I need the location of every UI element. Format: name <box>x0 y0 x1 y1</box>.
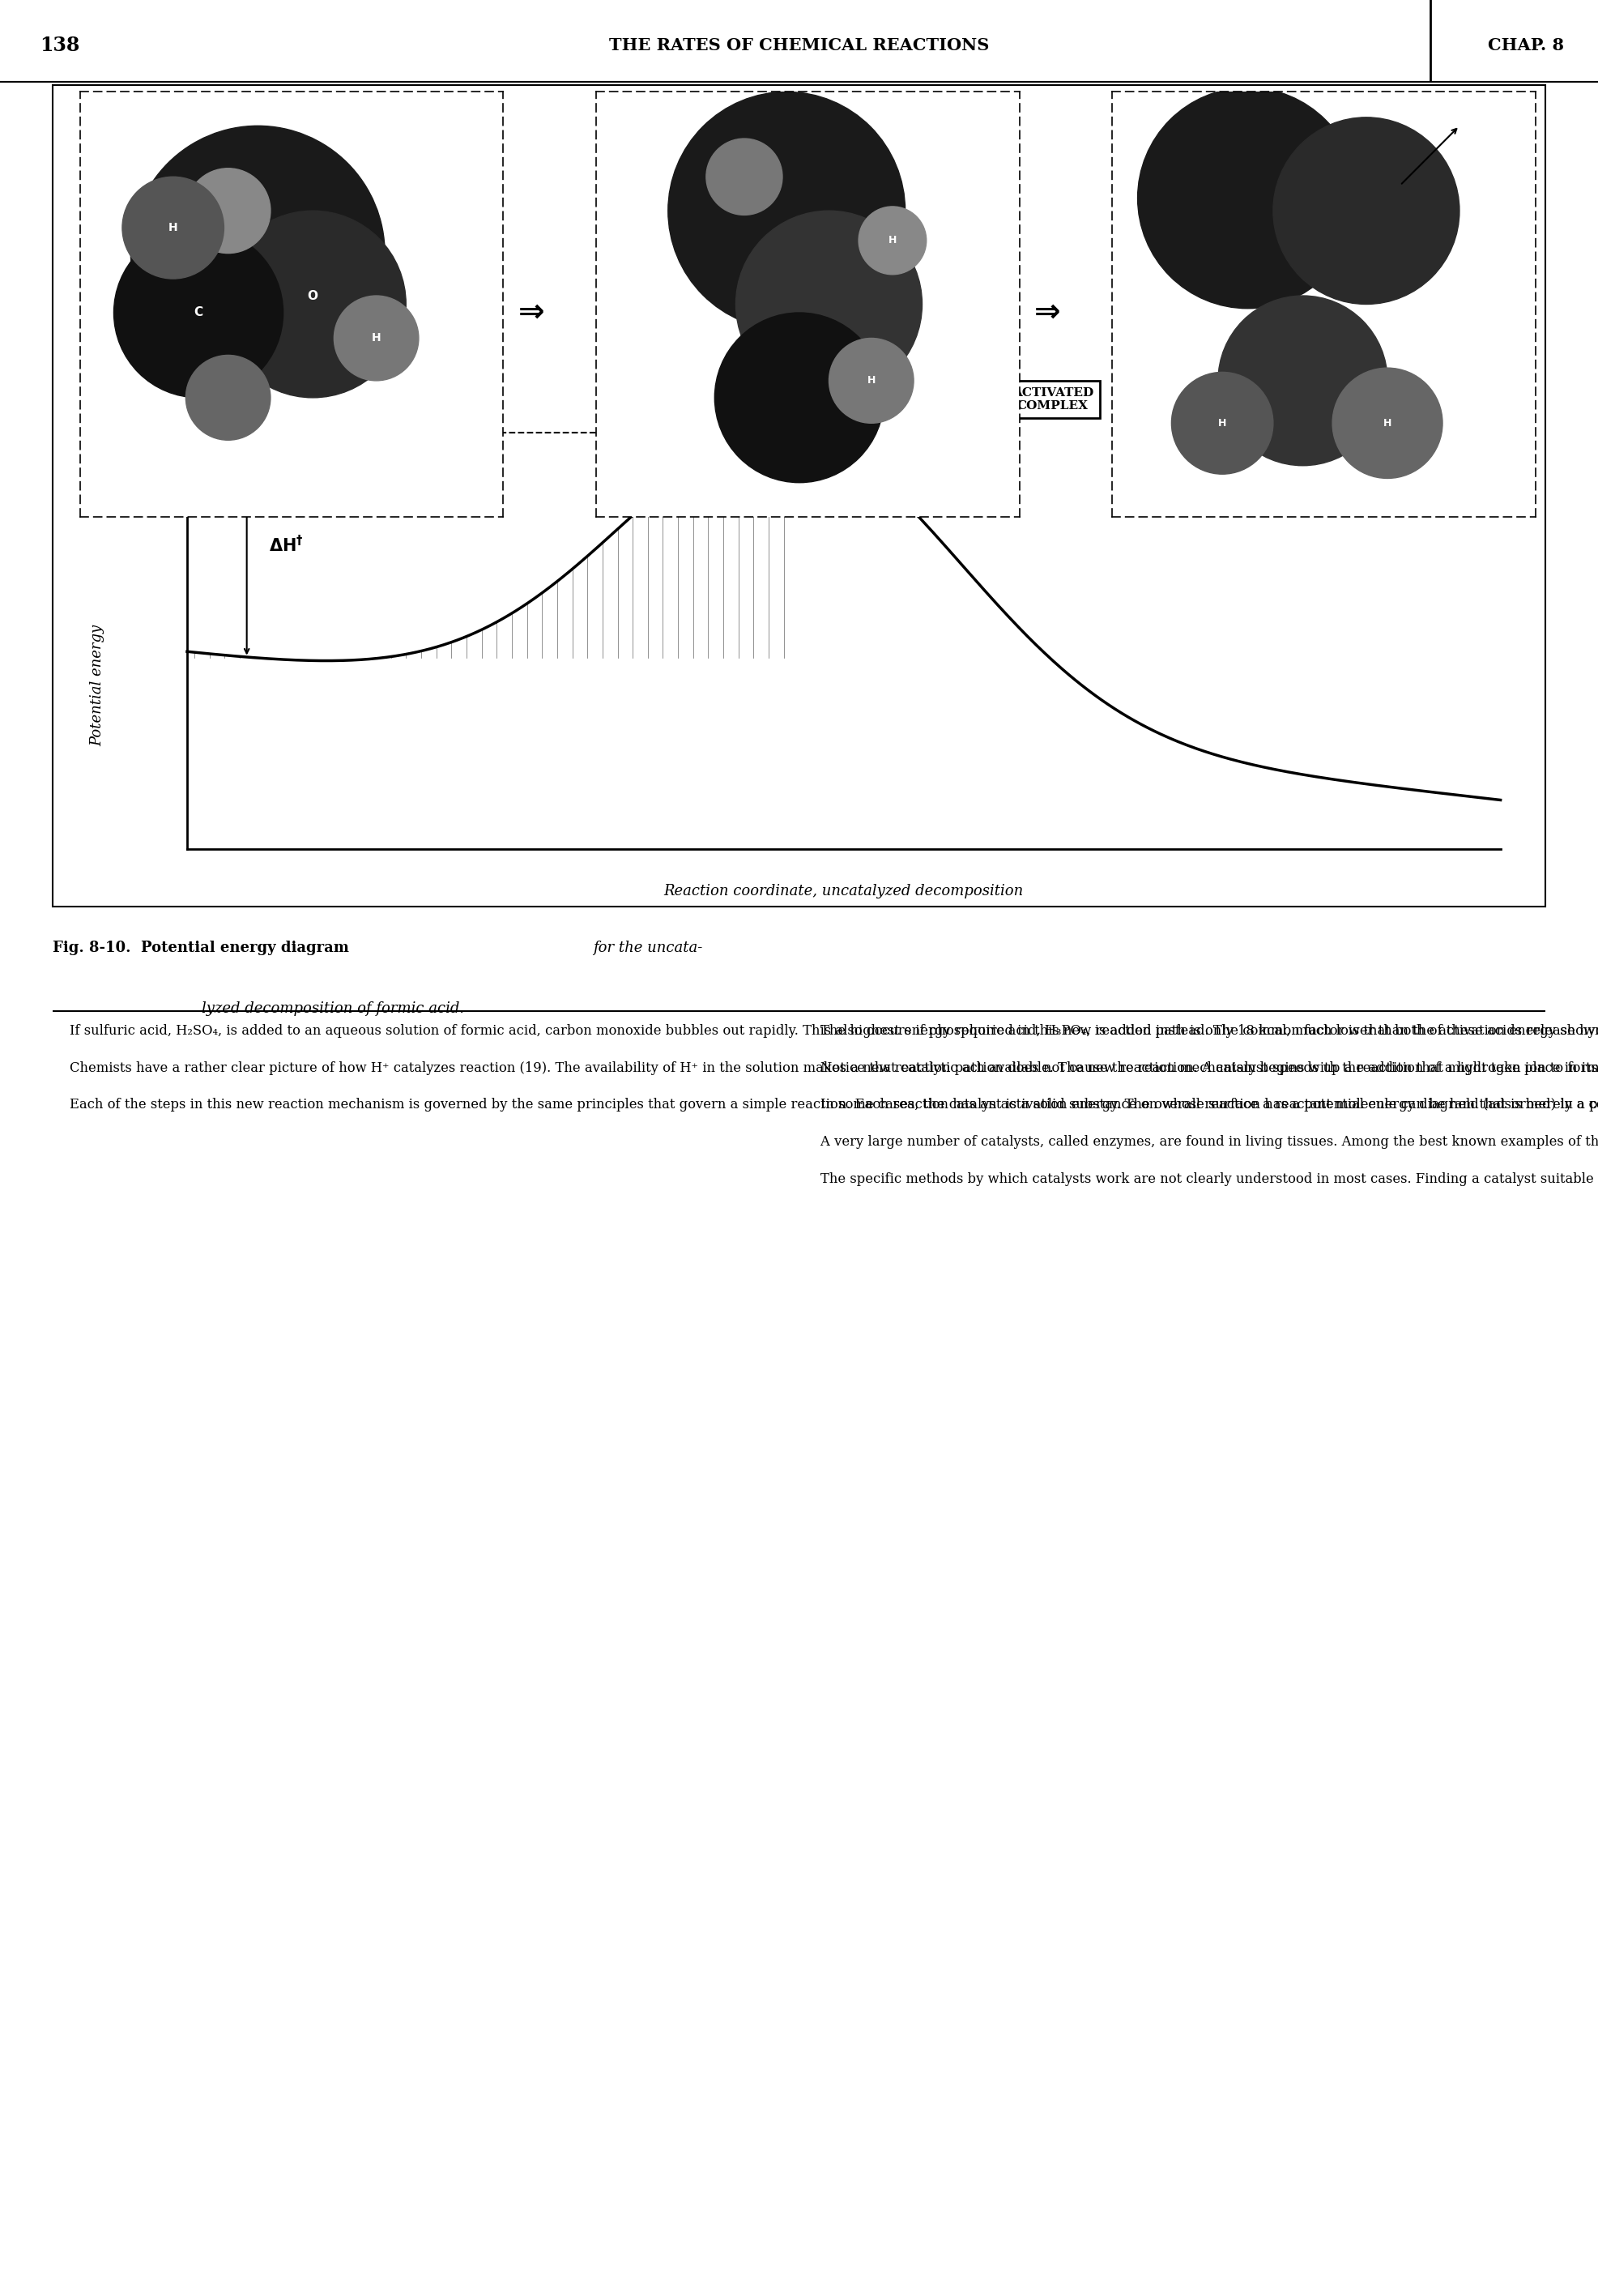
Circle shape <box>1333 367 1443 478</box>
Text: ⇒: ⇒ <box>1034 296 1061 328</box>
Text: for the uncata-: for the uncata- <box>593 941 703 955</box>
Circle shape <box>131 126 385 381</box>
Circle shape <box>1218 296 1387 466</box>
Circle shape <box>668 92 904 331</box>
Circle shape <box>829 338 914 422</box>
Circle shape <box>1171 372 1274 473</box>
Circle shape <box>123 177 224 278</box>
Text: THE RATES OF CHEMICAL REACTIONS: THE RATES OF CHEMICAL REACTIONS <box>609 37 989 53</box>
Text: 138: 138 <box>40 37 80 55</box>
Circle shape <box>113 227 283 397</box>
Circle shape <box>185 168 270 253</box>
Text: Fig. 8-10.  Potential energy diagram: Fig. 8-10. Potential energy diagram <box>53 941 348 955</box>
Text: lyzed decomposition of formic acid.: lyzed decomposition of formic acid. <box>201 1001 465 1015</box>
Text: H: H <box>372 333 380 344</box>
Text: H: H <box>868 377 876 386</box>
Text: H: H <box>888 234 896 246</box>
Circle shape <box>1138 87 1358 308</box>
Text: Potential energy: Potential energy <box>89 625 105 746</box>
Text: Reaction coordinate, uncatalyzed decomposition: Reaction coordinate, uncatalyzed decompo… <box>663 884 1024 898</box>
Text: H: H <box>1384 418 1392 429</box>
Text: $\bf{\Delta H^{\dagger}}$: $\bf{\Delta H^{\dagger}}$ <box>268 535 304 556</box>
Text: ⇒: ⇒ <box>518 296 545 328</box>
Circle shape <box>185 356 270 441</box>
Circle shape <box>714 312 884 482</box>
Circle shape <box>1274 117 1459 303</box>
Text: If sulfuric acid, H₂SO₄, is added to an aqueous solution of formic acid, carbon : If sulfuric acid, H₂SO₄, is added to an … <box>53 1024 1598 1111</box>
Text: C: C <box>193 308 203 319</box>
Text: ACTIVATED
COMPLEX: ACTIVATED COMPLEX <box>796 388 1093 439</box>
Circle shape <box>219 211 406 397</box>
Text: The highest energy required in this new reaction path is only 18 kcal, much lowe: The highest energy required in this new … <box>804 1024 1598 1187</box>
Text: CHAP. 8: CHAP. 8 <box>1488 37 1564 53</box>
Text: H: H <box>1218 418 1227 429</box>
Text: H: H <box>168 223 177 234</box>
Circle shape <box>706 138 783 216</box>
Circle shape <box>334 296 419 381</box>
Circle shape <box>735 211 922 397</box>
Circle shape <box>858 207 927 276</box>
Text: O: O <box>307 289 318 301</box>
